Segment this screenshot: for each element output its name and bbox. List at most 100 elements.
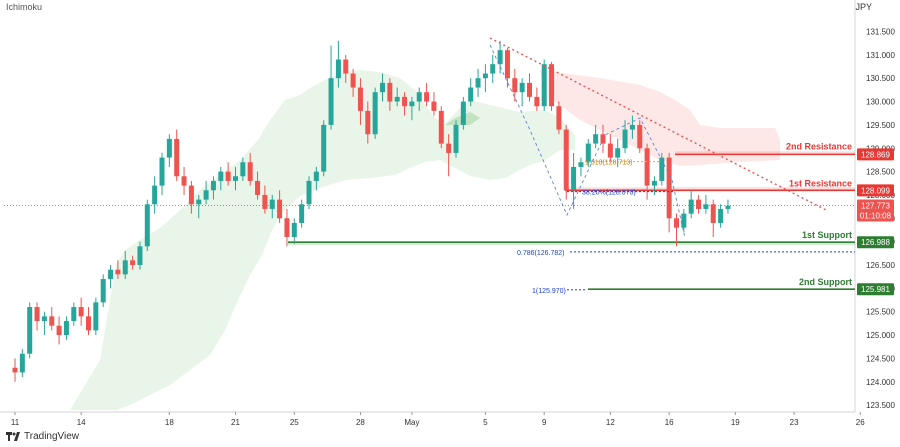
candle-body <box>710 204 716 223</box>
candle-body <box>482 73 488 79</box>
support-1-band <box>288 242 855 246</box>
candle-body <box>137 246 143 265</box>
support-1-tag-label: 126.988 <box>861 238 890 247</box>
fib-1618-label: 1.618(128.713) <box>585 160 632 167</box>
price-tick-label: 130.500 <box>866 74 895 83</box>
candle-body <box>681 213 687 228</box>
price-tick-label: 123.500 <box>866 401 895 410</box>
candle-body <box>130 260 136 265</box>
candle-body <box>218 171 224 181</box>
resistance-2-tag-label: 128.869 <box>861 150 890 159</box>
candle-body <box>93 302 99 331</box>
candle-body <box>108 269 114 280</box>
time-tick-label: 9 <box>542 418 547 427</box>
time-tick-label: 26 <box>856 418 865 427</box>
candle-body <box>424 92 430 102</box>
support-2-label: 2nd Support <box>799 277 852 287</box>
candle-body <box>350 73 356 88</box>
candle-body <box>402 96 408 107</box>
tradingview-logo-icon <box>6 432 20 441</box>
candle-body <box>585 143 591 163</box>
candle-body <box>181 176 187 186</box>
candle-body <box>166 138 172 158</box>
price-tick-label: 131.500 <box>866 28 895 37</box>
candle-body <box>159 157 165 186</box>
candle-body <box>210 180 216 191</box>
price-tick-label: 128.500 <box>866 168 895 177</box>
price-tick-label: 131.000 <box>866 51 895 60</box>
candle-body <box>12 367 18 373</box>
candle-body <box>416 92 422 102</box>
candle-body <box>365 110 371 135</box>
candle-body <box>394 96 400 102</box>
candle-body <box>512 78 518 93</box>
time-tick-label: 28 <box>356 418 365 427</box>
support-1-tag <box>857 236 894 249</box>
candle-body <box>203 190 209 200</box>
candle-body <box>196 199 202 205</box>
candle-body <box>299 204 305 223</box>
time-tick-label: 14 <box>77 418 86 427</box>
candle-body <box>284 218 290 237</box>
candle-body <box>674 218 679 228</box>
tradingview-brand[interactable]: TradingView <box>6 431 79 442</box>
resistance-1-label: 1st Resistance <box>789 178 852 188</box>
indicator-label[interactable]: Ichimoku <box>6 2 43 12</box>
time-tick-label: 19 <box>731 418 740 427</box>
candle-body <box>556 106 562 130</box>
price-tick-label: 125.500 <box>866 308 895 317</box>
cloud-red <box>540 70 780 166</box>
resistance-1-tag-label: 128.099 <box>861 186 890 195</box>
candle-body <box>144 204 150 247</box>
time-tick-label: 12 <box>606 418 615 427</box>
candle-body <box>497 50 503 65</box>
support-2-tag <box>857 283 894 296</box>
candle-body <box>41 316 47 322</box>
price-tick-label: 124.000 <box>866 378 895 387</box>
candle-body <box>225 171 231 181</box>
candle-body <box>475 78 481 88</box>
candle-body <box>78 307 84 317</box>
candle-body <box>409 101 415 107</box>
candle-body <box>446 143 452 153</box>
currency-label: JPY <box>855 2 872 12</box>
support-1-label: 1st Support <box>802 230 852 240</box>
fib-382-label: 38.20%(128.070) <box>582 190 636 197</box>
resistance-1-tag <box>857 184 894 197</box>
time-tick-label: 18 <box>165 418 174 427</box>
support-2-tag-label: 125.981 <box>861 285 890 294</box>
candle-body <box>328 78 334 125</box>
resistance-2-band <box>675 151 855 155</box>
candle-body <box>666 157 672 219</box>
time-tick-label: 5 <box>483 418 488 427</box>
brand-name: TradingView <box>24 431 80 442</box>
candle-body <box>262 194 268 209</box>
candle-body <box>122 260 128 275</box>
candle-body <box>688 199 694 214</box>
candle-body <box>63 321 69 336</box>
candle-body <box>519 82 525 93</box>
candle-body <box>19 353 25 373</box>
candle-body <box>534 96 540 107</box>
time-tick-label: 25 <box>290 418 299 427</box>
candle-body <box>49 316 55 326</box>
candle-body <box>637 124 643 149</box>
candle-body <box>387 82 393 102</box>
candle-body <box>100 279 106 303</box>
candle-body <box>115 269 121 275</box>
price-axis: 131.500131.000130.500130.000129.500129.0… <box>857 28 895 410</box>
candle-body <box>240 162 246 177</box>
fib-1-label: 1(125.970) <box>532 288 566 295</box>
candle-body <box>27 307 33 354</box>
candle-body <box>277 199 283 219</box>
candle-body <box>651 180 657 186</box>
candle-body <box>571 166 577 191</box>
price-tick-label: 129.500 <box>866 121 895 130</box>
time-tick-label: 16 <box>665 418 674 427</box>
candle-body <box>527 82 532 97</box>
candle-body <box>644 148 650 186</box>
time-tick-label: 23 <box>790 418 799 427</box>
candle-body <box>233 176 238 181</box>
candle-body <box>291 222 297 237</box>
